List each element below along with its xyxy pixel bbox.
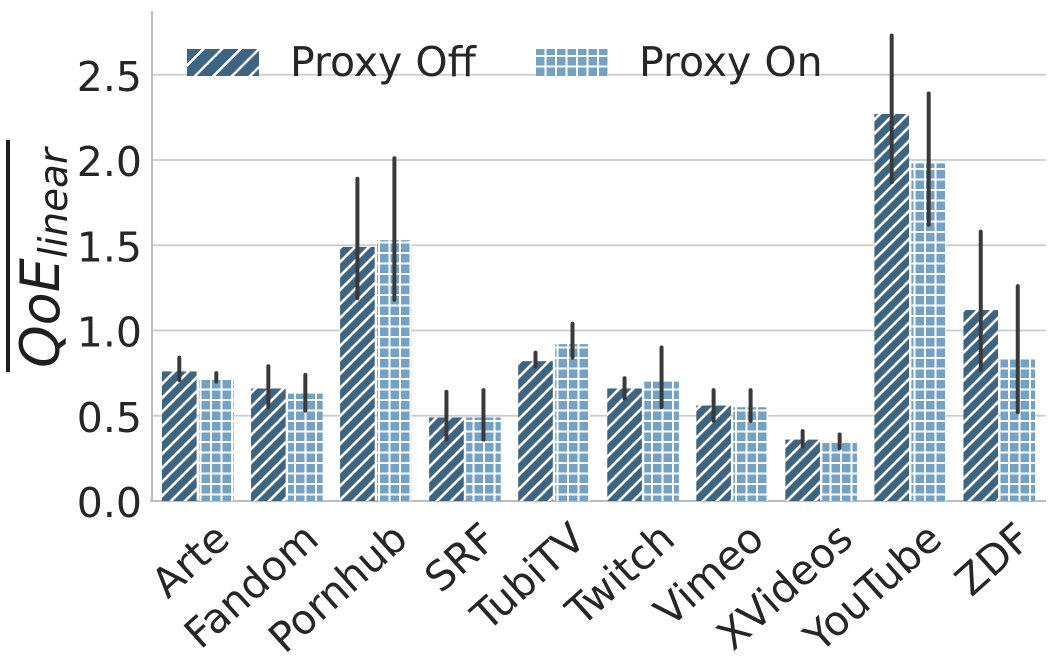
y-tick-labels: 0.0 0.5 1.0 1.5 2.0 2.5: [77, 53, 142, 527]
y-tick-label-2.0: 2.0: [77, 138, 142, 186]
y-tick-label-2.5: 2.5: [77, 53, 142, 101]
y-tick-label-0.5: 0.5: [77, 394, 142, 442]
bars: [162, 113, 1036, 501]
bar-proxy-on-xvideos: [822, 443, 857, 501]
y-axis-label: QoElinear: [6, 126, 82, 386]
legend-label-proxy-off: Proxy Off: [290, 38, 476, 86]
error-bars: [177, 33, 1020, 451]
bar-proxy-on-arte: [199, 378, 234, 501]
legend-item-proxy-on: Proxy On: [536, 38, 823, 86]
y-axis-label-text: QoElinear: [6, 140, 77, 372]
legend-swatch-proxy-on-icon: [536, 48, 608, 76]
y-axis-label-subscript: linear: [31, 148, 77, 259]
bar-proxy-off-arte: [162, 371, 197, 501]
legend-label-proxy-on: Proxy On: [639, 38, 823, 86]
bar-proxy-off-xvideos: [785, 439, 820, 501]
bar-proxy-on-tubitv: [555, 344, 590, 501]
y-tick-label-1.5: 1.5: [77, 223, 142, 271]
x-tick-labels: ArteFandomPornhubSRFTubiTVTwitchVimeoXVi…: [142, 514, 1040, 662]
y-axis-label-base: QoE: [9, 258, 72, 368]
x-tick-label-zdf: ZDF: [946, 514, 1040, 605]
legend-item-proxy-off: Proxy Off: [187, 38, 476, 86]
y-tick-label-0.0: 0.0: [77, 479, 142, 527]
legend-swatch-proxy-off-icon: [187, 48, 259, 76]
bar-proxy-off-tubitv: [518, 361, 553, 501]
bar-proxy-off-twitch: [607, 388, 642, 501]
y-tick-label-1.0: 1.0: [77, 309, 142, 357]
